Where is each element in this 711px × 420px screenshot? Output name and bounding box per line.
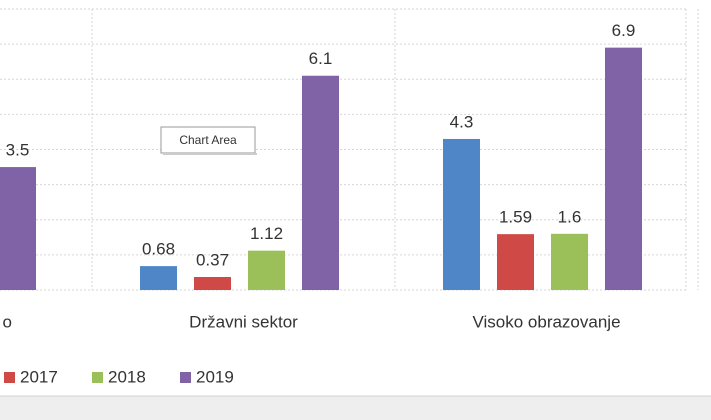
x-tick-label: Visoko obrazovanje (472, 312, 620, 331)
bar (443, 138, 480, 290)
bottom-border (0, 396, 711, 420)
legend-swatch (180, 372, 191, 383)
bar (551, 233, 588, 290)
legend-label: 2017 (20, 367, 58, 386)
data-label: 1.12 (250, 224, 283, 243)
bar (248, 250, 285, 290)
tooltip-shadow (163, 153, 257, 155)
tooltip-text: Chart Area (179, 133, 237, 147)
legend-label: 2018 (108, 367, 146, 386)
tooltip: Chart Area (160, 126, 257, 155)
data-label: 4.3 (450, 112, 474, 131)
bar (302, 75, 339, 290)
tooltip-box (160, 126, 256, 154)
data-label: 1.6 (558, 207, 582, 226)
x-tick-label: o (3, 312, 12, 331)
bar (140, 266, 177, 290)
bar (497, 234, 534, 290)
data-label: 0.37 (196, 250, 229, 269)
legend-swatch (4, 372, 15, 383)
plot-area: o 3.5 Državni sektor 0.68 0.37 1.12 6.1 Visoko … (0, 8, 699, 386)
bar (194, 277, 231, 290)
data-label: 6.9 (612, 21, 636, 40)
bar (605, 47, 642, 291)
bar (0, 167, 36, 290)
data-label: 1.59 (499, 208, 532, 227)
data-label: 0.68 (142, 240, 175, 259)
legend-swatch (92, 372, 103, 383)
x-tick-label: Državni sektor (189, 312, 298, 331)
legend-label: 2019 (196, 367, 234, 386)
data-label: 3.5 (6, 141, 30, 160)
data-label: 6.1 (309, 49, 333, 68)
